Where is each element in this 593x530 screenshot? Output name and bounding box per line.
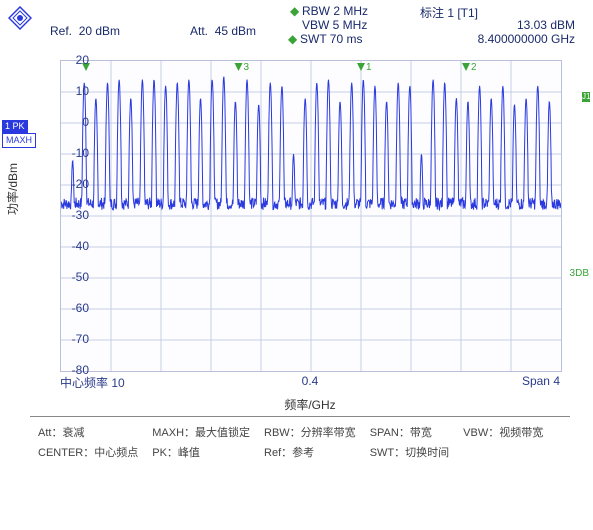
- legend-att: Att：衰减: [32, 424, 144, 442]
- y-tick: -50: [39, 270, 89, 284]
- y-tick: -20: [39, 177, 89, 191]
- y-tick: -10: [39, 146, 89, 160]
- att-label: Att. 45 dBm: [190, 24, 256, 38]
- y-tick: -40: [39, 239, 89, 253]
- threeDB-label: 3DB: [570, 268, 589, 279]
- spectrum-trace: 1 2 3: [61, 61, 561, 371]
- legend-ref: Ref：参考: [258, 444, 362, 462]
- swt-dot: ◆: [288, 32, 297, 46]
- y-tick: -30: [39, 208, 89, 222]
- y-tick: -60: [39, 301, 89, 315]
- xaxis-right: Span 4: [522, 374, 560, 388]
- marker1-freq: 8.400000000 GHz: [478, 32, 575, 46]
- legend-vbw: VBW：视频带宽: [457, 424, 549, 442]
- x-axis-label: 频率/GHz: [60, 396, 560, 413]
- rbw-label: RBW 2 MHz: [302, 4, 368, 18]
- rbw-dot: ◆: [290, 4, 299, 18]
- trace-mode-pk-badge: 1 PK: [2, 120, 28, 133]
- ref-label: Ref. 20 dBm: [50, 24, 120, 38]
- legend-maxh: MAXH：最大值锁定: [146, 424, 256, 442]
- brand-logo-icon: [8, 6, 32, 30]
- legend-separator: [30, 416, 570, 417]
- trace-mode-maxh-badge: MAXH: [2, 133, 36, 148]
- legend-pk: PK：峰值: [146, 444, 256, 462]
- svg-text:1: 1: [366, 62, 372, 73]
- marker1-label: 标注 1 [T1]: [420, 4, 478, 21]
- y-tick: 20: [39, 53, 89, 67]
- j1-badge: J1: [582, 92, 590, 102]
- y-tick: 10: [39, 84, 89, 98]
- y-tick: -80: [39, 363, 89, 377]
- legend-span: SPAN：带宽: [364, 424, 455, 442]
- spectrum-plot: 1 2 3: [60, 60, 562, 372]
- swt-label: SWT 70 ms: [300, 32, 362, 46]
- legend-swt: SWT：切换时间: [364, 444, 455, 462]
- marker1-value: 13.03 dBM: [517, 18, 575, 32]
- svg-text:3: 3: [244, 62, 250, 73]
- legend-center: CENTER：中心频点: [32, 444, 144, 462]
- svg-text:2: 2: [471, 62, 477, 73]
- legend-table: Att：衰减 MAXH：最大值锁定 RBW：分辨率带宽 SPAN：带宽 VBW：…: [30, 422, 570, 464]
- xaxis-center: 0.4: [60, 374, 560, 388]
- vbw-label: VBW 5 MHz: [302, 18, 367, 32]
- y-axis-label: 功率/dBm: [4, 163, 21, 215]
- y-tick: 0: [39, 115, 89, 129]
- legend-rbw: RBW：分辨率带宽: [258, 424, 362, 442]
- y-tick: -70: [39, 332, 89, 346]
- spectrum-analyzer-screenshot: { "header": { "ref_label": "Ref.", "ref_…: [0, 0, 593, 530]
